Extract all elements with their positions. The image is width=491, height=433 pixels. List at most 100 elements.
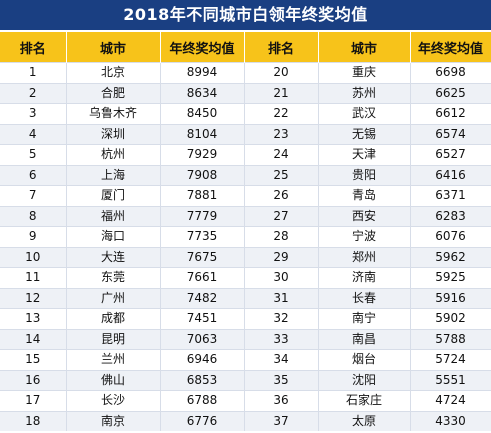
cell-value: 7063: [160, 328, 245, 350]
cell-city: 厦门: [66, 185, 161, 206]
cell-city-2: 西安: [318, 205, 411, 227]
table-row: 18 南京 6776 37 太原 4330: [0, 410, 491, 431]
cell-value: 8634: [160, 82, 245, 104]
cell-rank-2: 28: [243, 226, 319, 247]
cell-rank: 4: [0, 123, 67, 145]
cell-city-2: 郑州: [318, 246, 411, 268]
cell-city: 兰州: [66, 349, 161, 370]
table-row: 5 杭州 7929 24 天津 6527: [0, 144, 491, 165]
cell-city-2: 烟台: [318, 349, 411, 370]
header-value: 年终奖均值: [160, 32, 245, 63]
table-row: 17 长沙 6788 36 石家庄 4724: [0, 390, 491, 411]
cell-city: 成都: [66, 308, 161, 329]
table-row: 14 昆明 7063 33 南昌 5788: [0, 328, 491, 350]
cell-rank: 6: [0, 164, 67, 186]
cell-value-2: 5925: [410, 267, 491, 288]
cell-value: 6776: [160, 410, 245, 431]
cell-rank-2: 20: [243, 62, 319, 83]
cell-rank: 12: [0, 287, 67, 309]
cell-city: 上海: [66, 164, 161, 186]
cell-value-2: 4724: [410, 390, 491, 411]
cell-city-2: 贵阳: [318, 164, 411, 186]
ranking-table: 排名 城市 年终奖均值 排名 城市 年终奖均值 1 北京 8994 20 重庆 6698 2…: [0, 32, 491, 431]
cell-rank-2: 21: [243, 82, 319, 104]
cell-value: 6946: [160, 349, 245, 370]
cell-rank: 3: [0, 103, 67, 124]
cell-value-2: 5724: [410, 349, 491, 370]
table-row: 16 佛山 6853 35 沈阳 5551: [0, 369, 491, 391]
cell-rank-2: 37: [243, 410, 319, 431]
cell-city-2: 天津: [318, 144, 411, 165]
cell-city-2: 宁波: [318, 226, 411, 247]
cell-rank-2: 32: [243, 308, 319, 329]
table-row: 10 大连 7675 29 郑州 5962: [0, 246, 491, 268]
cell-value-2: 4330: [410, 410, 491, 431]
cell-rank: 17: [0, 390, 67, 411]
cell-rank-2: 24: [243, 144, 319, 165]
cell-value-2: 6574: [410, 123, 491, 145]
cell-city: 北京: [66, 62, 161, 83]
cell-city: 昆明: [66, 328, 161, 350]
cell-city-2: 无锡: [318, 123, 411, 145]
header-city: 城市: [66, 32, 161, 63]
cell-value: 8450: [160, 103, 245, 124]
table-row: 7 厦门 7881 26 青岛 6371: [0, 185, 491, 206]
cell-rank-2: 36: [243, 390, 319, 411]
header-value-2: 年终奖均值: [410, 32, 491, 63]
cell-city: 杭州: [66, 144, 161, 165]
cell-value: 7482: [160, 287, 245, 309]
cell-rank: 1: [0, 62, 67, 83]
table-row: 3 乌鲁木齐 8450 22 武汉 6612: [0, 103, 491, 124]
cell-rank-2: 26: [243, 185, 319, 206]
cell-value-2: 5551: [410, 369, 491, 391]
table-row: 6 上海 7908 25 贵阳 6416: [0, 164, 491, 186]
cell-rank-2: 29: [243, 246, 319, 268]
cell-city: 佛山: [66, 369, 161, 391]
table-title: 2018年不同城市白领年终奖均值: [0, 0, 491, 30]
cell-rank-2: 35: [243, 369, 319, 391]
cell-value-2: 6527: [410, 144, 491, 165]
cell-rank-2: 27: [243, 205, 319, 227]
cell-city: 乌鲁木齐: [66, 103, 161, 124]
header-row: 排名 城市 年终奖均值 排名 城市 年终奖均值: [0, 32, 491, 63]
cell-value-2: 6283: [410, 205, 491, 227]
cell-value-2: 6076: [410, 226, 491, 247]
cell-rank: 2: [0, 82, 67, 104]
cell-city-2: 武汉: [318, 103, 411, 124]
header-rank-2: 排名: [244, 32, 319, 63]
cell-value-2: 6625: [410, 82, 491, 104]
cell-city: 长沙: [66, 390, 161, 411]
cell-city-2: 长春: [318, 287, 411, 309]
cell-rank: 18: [0, 410, 67, 431]
cell-rank-2: 25: [243, 164, 319, 186]
cell-value-2: 6612: [410, 103, 491, 124]
table-row: 1 北京 8994 20 重庆 6698: [0, 62, 491, 83]
cell-city: 深圳: [66, 123, 161, 145]
table-row: 11 东莞 7661 30 济南 5925: [0, 267, 491, 288]
cell-value: 7779: [160, 205, 245, 227]
cell-city: 海口: [66, 226, 161, 247]
cell-rank: 13: [0, 308, 67, 329]
cell-value: 7881: [160, 185, 245, 206]
cell-value-2: 6416: [410, 164, 491, 186]
cell-rank-2: 31: [243, 287, 319, 309]
table-row: 8 福州 7779 27 西安 6283: [0, 205, 491, 227]
cell-value: 6788: [160, 390, 245, 411]
cell-rank: 5: [0, 144, 67, 165]
cell-city: 南京: [66, 410, 161, 431]
cell-value: 7451: [160, 308, 245, 329]
cell-city-2: 青岛: [318, 185, 411, 206]
cell-city-2: 苏州: [318, 82, 411, 104]
cell-value-2: 5788: [410, 328, 491, 350]
cell-city: 合肥: [66, 82, 161, 104]
cell-rank: 8: [0, 205, 67, 227]
cell-rank: 11: [0, 267, 67, 288]
cell-value: 8994: [160, 62, 245, 83]
cell-value-2: 6698: [410, 62, 491, 83]
cell-city: 大连: [66, 246, 161, 268]
header-rank: 排名: [0, 32, 67, 63]
table-row: 13 成都 7451 32 南宁 5902: [0, 308, 491, 329]
cell-rank-2: 22: [243, 103, 319, 124]
cell-value-2: 5902: [410, 308, 491, 329]
cell-city: 东莞: [66, 267, 161, 288]
